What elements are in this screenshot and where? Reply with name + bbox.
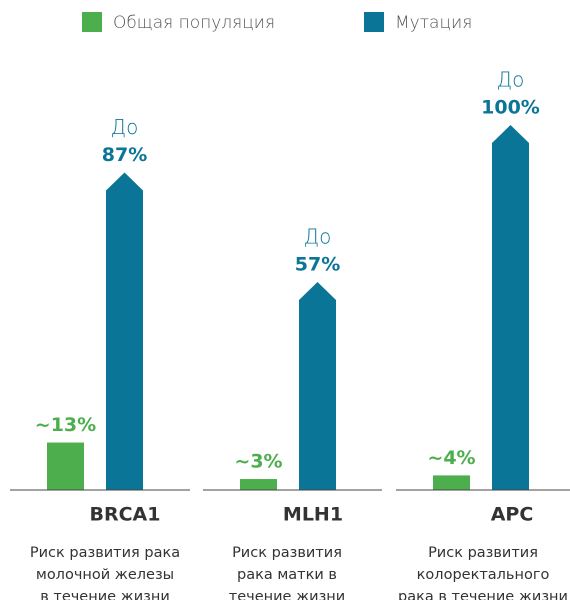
category-label: MLH1 [283,504,343,526]
category-label: APC [491,504,534,526]
legend-label: Общая популяция [113,13,275,33]
bar [299,281,336,490]
value-label: 57% [295,253,340,275]
bar [240,479,277,490]
bar [106,172,143,490]
category-description: рака в течение жизни [398,589,568,600]
legend-swatch [82,12,102,32]
category-description: рака матки в [237,567,337,583]
value-prefix: До [497,68,525,92]
category-description: течение жизни [229,589,345,600]
value-label: 100% [481,97,540,119]
legend-swatch [364,12,384,32]
value-label: 87% [102,144,147,166]
bar [492,125,529,490]
category-description: молочной железы [36,567,174,583]
category-description: Риск развития [428,545,538,561]
category-description: Риск развития [232,545,342,561]
category-description: Риск развития рака [30,545,180,561]
category-description: колоректального [417,567,550,583]
value-prefix: До [111,115,139,139]
value-label: ~13% [35,414,96,436]
category-description: в течение жизни [40,589,170,600]
value-label: ~4% [427,447,475,469]
legend-label: Мутация [395,13,472,33]
value-prefix: До [304,224,332,248]
category-label: BRCA1 [90,504,161,526]
bar [433,475,470,490]
bar [47,442,84,490]
value-label: ~3% [234,451,282,473]
